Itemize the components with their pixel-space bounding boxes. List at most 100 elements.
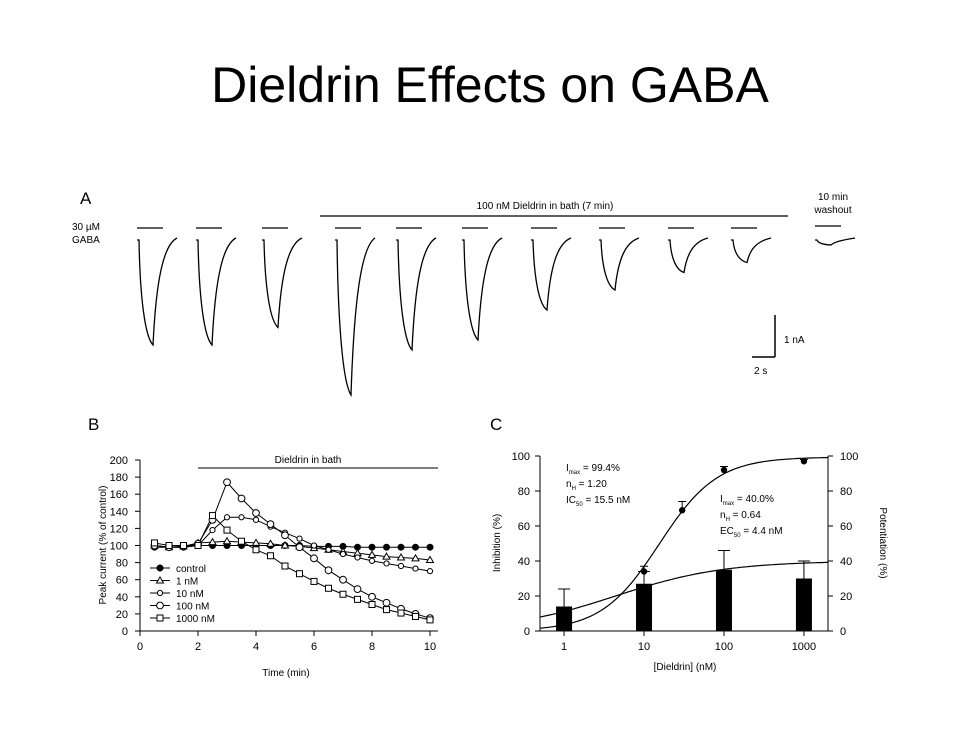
c-stat-imax-right: Imax = 40.0% xyxy=(720,494,774,507)
b-data-point xyxy=(156,614,164,622)
b-data-point xyxy=(165,542,173,549)
dieldrin-bath-label-b: Dieldrin in bath xyxy=(275,455,342,466)
b-legend-label: control xyxy=(176,564,206,575)
c-stat-nh-left: nH = 1.20 xyxy=(566,479,607,492)
panel-b-time-course: B Dieldrin in bath Peak current (% of co… xyxy=(88,415,438,679)
b-data-point xyxy=(368,600,376,608)
c-y2-tick-label: 20 xyxy=(840,591,852,603)
b-data-point xyxy=(223,514,231,521)
b-data-point xyxy=(223,526,231,534)
c-y-tick-label: 80 xyxy=(518,486,530,498)
c-inhibition-point xyxy=(800,458,808,465)
b-x-tick-label: 4 xyxy=(253,641,259,653)
b-data-point xyxy=(425,555,435,564)
slide-title: Dieldrin Effects on GABA xyxy=(211,57,769,113)
b-data-point xyxy=(267,552,274,560)
b-data-point xyxy=(382,552,391,560)
current-trace xyxy=(262,237,303,329)
c-y2-axis-label: Potentiation (%) xyxy=(877,507,888,578)
b-data-point xyxy=(397,609,405,617)
b-data-point xyxy=(412,543,419,551)
current-trace xyxy=(599,237,640,292)
b-data-point xyxy=(155,576,165,584)
b-y-axis-label: Peak current (% of control) xyxy=(98,486,109,605)
panel-c-letter: C xyxy=(490,415,502,434)
b-data-point xyxy=(238,514,245,521)
b-data-point xyxy=(156,589,164,597)
b-data-point xyxy=(382,598,391,607)
c-y2-tick-label: 100 xyxy=(840,451,858,463)
b-data-point xyxy=(368,592,376,601)
b-data-point xyxy=(296,570,303,578)
b-data-point xyxy=(209,512,216,520)
b-data-point xyxy=(412,612,419,620)
c-y2-tick-label: 80 xyxy=(840,486,852,498)
b-data-point xyxy=(426,543,434,551)
panel-b-letter: B xyxy=(88,415,99,434)
b-data-point xyxy=(353,585,362,594)
b-data-point xyxy=(251,538,261,546)
b-x-tick-label: 8 xyxy=(369,641,375,653)
b-data-point xyxy=(426,568,434,575)
c-y2-tick-label: 60 xyxy=(840,521,852,533)
b-data-point xyxy=(412,565,419,572)
current-trace xyxy=(531,237,572,312)
b-data-point xyxy=(310,554,318,563)
b-data-point xyxy=(208,537,217,546)
b-x-tick-label: 10 xyxy=(424,641,436,653)
current-trace xyxy=(462,237,503,342)
panel-c-dose-response: C Inhibition (%) Potentiation (%) [Dield… xyxy=(490,415,888,673)
b-data-point xyxy=(396,552,406,561)
c-y-tick-label: 100 xyxy=(512,451,530,463)
current-trace xyxy=(815,237,856,246)
panel-a-letter: A xyxy=(80,189,92,208)
current-trace xyxy=(668,237,709,274)
c-y-tick-label: 20 xyxy=(518,591,530,603)
b-data-point xyxy=(194,542,202,549)
washout-label-line2: washout xyxy=(813,205,851,216)
c-y2-tick-label: 40 xyxy=(840,556,852,568)
b-data-point xyxy=(367,550,377,558)
b-y-tick-label: 60 xyxy=(116,575,128,587)
current-trace xyxy=(335,237,376,398)
b-data-point xyxy=(281,531,289,540)
c-x-tick-label: 10 xyxy=(638,641,650,653)
b-data-point xyxy=(281,562,289,570)
c-y-tick-label: 0 xyxy=(524,626,530,638)
b-data-point xyxy=(310,577,318,585)
b-data-point xyxy=(295,543,304,552)
c-x-tick-label: 100 xyxy=(715,641,733,653)
b-y-tick-label: 20 xyxy=(116,609,128,621)
scale-bar-current-label: 1 nA xyxy=(784,335,805,346)
c-bars xyxy=(556,550,812,631)
b-data-point xyxy=(252,516,260,523)
b-data-point xyxy=(156,601,164,610)
c-stat-ec50: EC50 = 4.4 nM xyxy=(720,526,783,539)
dieldrin-bath-label: 100 nM Dieldrin in bath (7 min) xyxy=(477,201,614,212)
gaba-label: GABA xyxy=(72,235,100,246)
b-y-tick-label: 100 xyxy=(110,541,128,553)
c-potentiation-fit-curve xyxy=(539,561,828,618)
c-y2-tick-label: 0 xyxy=(840,626,846,638)
scale-bar-time-label: 2 s xyxy=(754,366,767,377)
b-x-tick-label: 6 xyxy=(311,641,317,653)
b-data-point xyxy=(397,562,405,570)
b-data-point xyxy=(252,546,260,554)
b-y-tick-label: 0 xyxy=(122,626,128,638)
c-stat-ic50: IC50 = 15.5 nM xyxy=(566,495,630,508)
b-x-tick-label: 2 xyxy=(195,641,201,653)
b-data-point xyxy=(266,520,275,529)
c-potentiation-bar xyxy=(715,569,732,631)
b-data-point xyxy=(426,616,434,624)
b-data-point xyxy=(222,536,232,545)
b-data-point xyxy=(151,539,158,547)
b-data-point xyxy=(266,539,275,547)
b-data-point xyxy=(324,566,333,575)
gaba-concentration-label: 30 µM xyxy=(72,222,100,233)
b-data-point xyxy=(339,550,347,558)
b-data-point xyxy=(354,554,361,561)
b-data-point xyxy=(237,494,246,503)
c-inhibition-point xyxy=(678,507,686,514)
